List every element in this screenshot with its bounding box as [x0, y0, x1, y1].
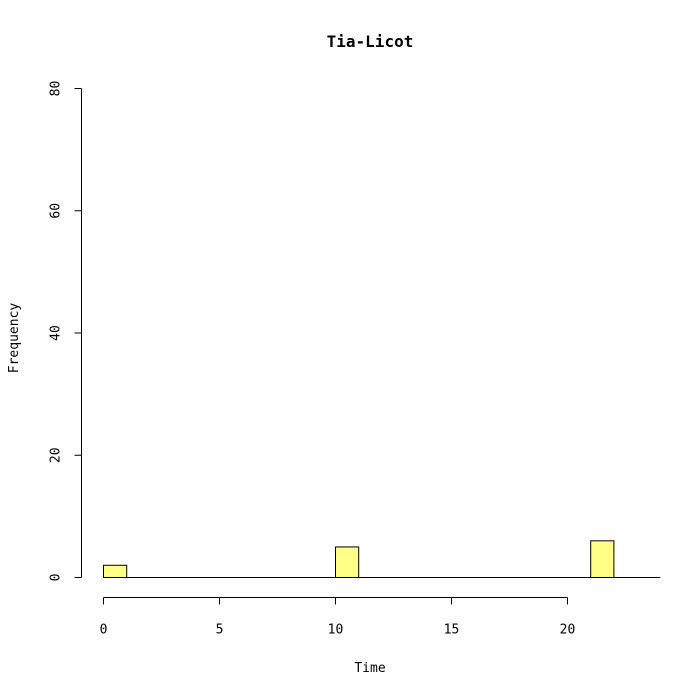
- chart-title: Tia-Licot: [327, 32, 414, 51]
- histogram-bar: [335, 546, 360, 578]
- x-axis: 0 5 10 15 20: [100, 597, 576, 638]
- y-axis: 0 20 40 60 80: [49, 81, 82, 582]
- histogram-bar: [590, 540, 615, 579]
- y-tick-label: 20: [49, 447, 64, 463]
- x-tick-label: 5: [216, 623, 224, 638]
- bars-group: [103, 540, 615, 579]
- y-axis-label: Frequency: [7, 303, 22, 374]
- y-tick-label: 60: [49, 203, 64, 219]
- x-tick-label: 0: [100, 623, 108, 638]
- histogram-bar: [103, 564, 128, 579]
- y-tick-label: 0: [49, 574, 64, 582]
- y-tick-label: 40: [49, 325, 64, 341]
- x-tick-label: 20: [560, 623, 576, 638]
- x-axis-label: Time: [354, 661, 385, 676]
- x-tick-label: 10: [328, 623, 344, 638]
- x-tick-label: 15: [444, 623, 460, 638]
- y-tick-label: 80: [49, 81, 64, 97]
